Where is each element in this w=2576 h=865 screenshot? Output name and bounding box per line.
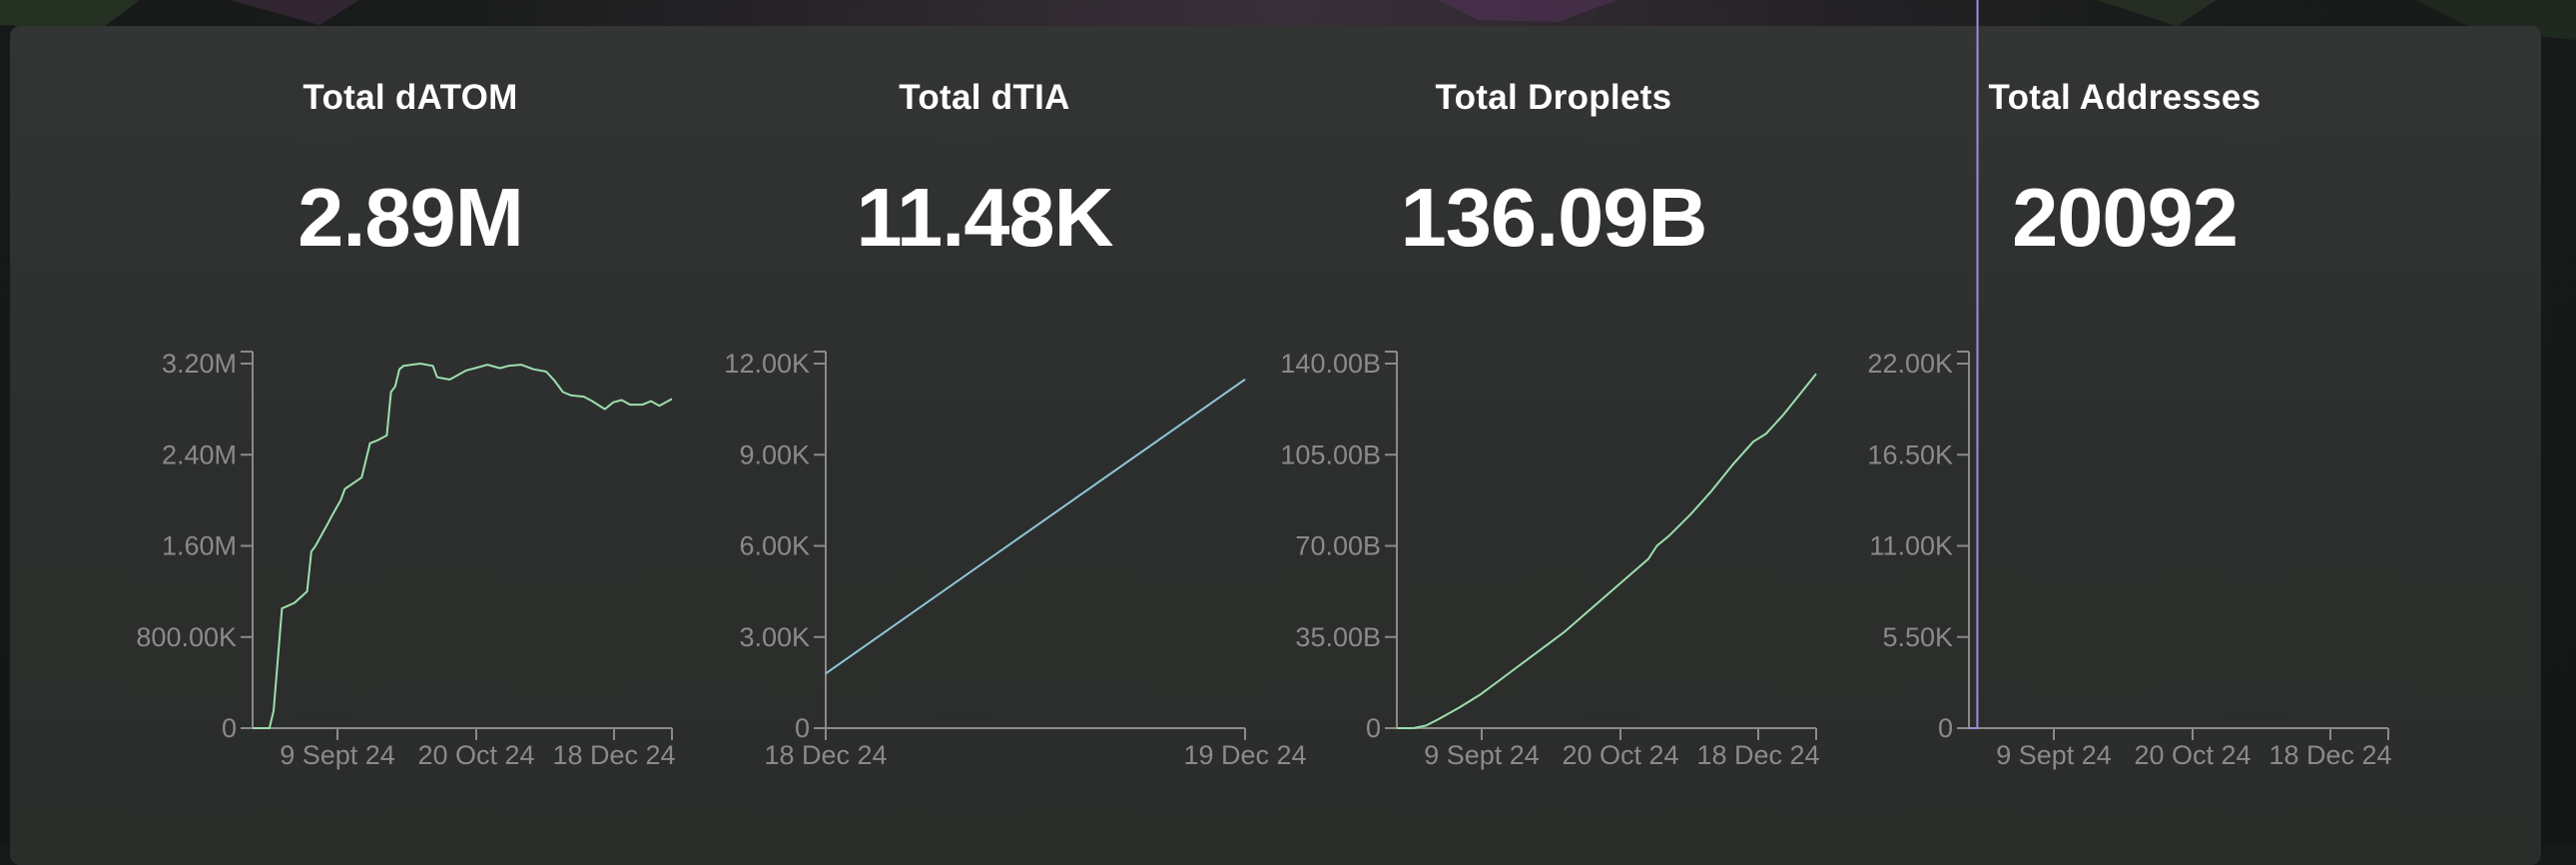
y-tick-label: 140.00B bbox=[1280, 349, 1381, 379]
y-tick-label: 16.50K bbox=[1867, 439, 1953, 469]
addresses-chart: 0 5.50K 11.00K 16.50K 22.00K 9 Sept 24 20 Oct … bbox=[1867, 0, 2392, 770]
y-tick-label: 800.00K bbox=[136, 622, 237, 652]
x-tick-label: 20 Oct 24 bbox=[417, 740, 534, 770]
x-tick-label: 20 Oct 24 bbox=[2134, 740, 2251, 770]
stats-panel bbox=[10, 26, 2541, 865]
x-tick-label: 20 Oct 24 bbox=[1562, 740, 1678, 770]
y-tick-label: 11.00K bbox=[1869, 531, 1953, 561]
series-line bbox=[1397, 373, 1817, 729]
y-tick-label: 5.50K bbox=[1882, 622, 1953, 652]
y-tick-label: 12.00K bbox=[724, 349, 810, 379]
x-tick-label: 9 Sept 24 bbox=[1996, 740, 2112, 770]
y-tick-label: 2.40M bbox=[162, 439, 237, 469]
stat-value: 11.48K bbox=[856, 171, 1113, 264]
background-decoration bbox=[0, 0, 2576, 40]
y-tick-label: 35.00B bbox=[1295, 622, 1381, 652]
dtia-chart: 0 3.00K 6.00K 9.00K 12.00K 18 Dec 24 19 Dec 24 bbox=[724, 349, 1306, 770]
y-tick-label: 0 bbox=[222, 713, 237, 743]
x-tick-label: 9 Sept 24 bbox=[280, 740, 395, 770]
droplets-chart: 0 35.00B 70.00B 105.00B 140.00B 9 Sept 24 20 O… bbox=[1280, 349, 1819, 770]
stat-label: Total Droplets bbox=[1435, 78, 1672, 117]
y-tick-label: 70.00B bbox=[1295, 531, 1381, 561]
stat-label: Total Addresses bbox=[1988, 78, 2261, 117]
x-tick-label: 18 Dec 24 bbox=[1696, 740, 1819, 770]
x-tick-label: 18 Dec 24 bbox=[552, 740, 675, 770]
y-tick-label: 6.00K bbox=[739, 531, 810, 561]
series-line bbox=[1969, 0, 1979, 729]
x-tick-label: 9 Sept 24 bbox=[1424, 740, 1540, 770]
y-tick-label: 3.20M bbox=[162, 349, 237, 379]
y-tick-label: 0 bbox=[1938, 713, 1953, 743]
x-tick-label: 18 Dec 24 bbox=[764, 740, 887, 770]
stat-label: Total dTIA bbox=[899, 78, 1070, 117]
stat-value: 136.09B bbox=[1400, 171, 1708, 264]
y-tick-label: 0 bbox=[1366, 713, 1381, 743]
y-tick-label: 22.00K bbox=[1867, 349, 1953, 379]
x-tick-label: 19 Dec 24 bbox=[1183, 740, 1306, 770]
y-tick-label: 1.60M bbox=[162, 531, 237, 561]
datom-chart: 0 800.00K 1.60M 2.40M 3.20M 9 Sept 24 20 Oct 2… bbox=[136, 349, 675, 770]
stat-value: 2.89M bbox=[298, 171, 524, 264]
stat-label: Total dATOM bbox=[303, 78, 518, 117]
y-tick-label: 3.00K bbox=[739, 622, 810, 652]
x-tick-label: 18 Dec 24 bbox=[2268, 740, 2391, 770]
y-tick-label: 0 bbox=[795, 713, 810, 743]
series-line bbox=[253, 363, 673, 729]
y-tick-label: 9.00K bbox=[739, 439, 810, 469]
y-tick-label: 105.00B bbox=[1280, 439, 1381, 469]
stat-value: 20092 bbox=[2012, 171, 2239, 264]
series-line bbox=[825, 378, 1246, 675]
